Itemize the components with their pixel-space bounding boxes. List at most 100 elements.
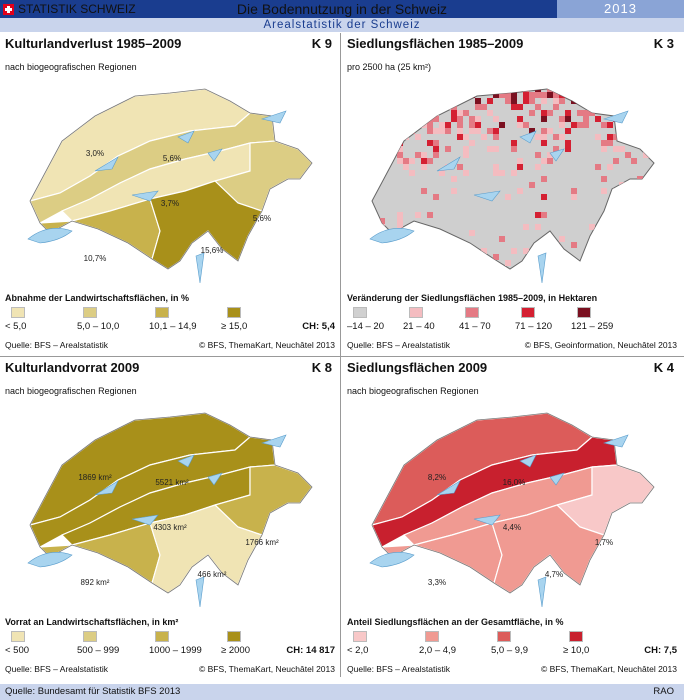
- grid-cell: [595, 104, 601, 110]
- grid-cell: [643, 152, 649, 158]
- legend-swatch: [409, 307, 423, 318]
- grid-cell: [523, 248, 529, 254]
- brand-label: STATISTIK SCHWEIZ: [18, 2, 136, 16]
- grid-cell: [433, 140, 439, 146]
- grid-cell: [613, 188, 619, 194]
- grid-cell: [655, 170, 661, 176]
- grid-cell: [613, 242, 619, 248]
- grid-cell: [553, 134, 559, 140]
- grid-cell: [469, 89, 475, 92]
- grid-cell: [601, 188, 607, 194]
- grid-cell: [397, 128, 403, 134]
- lake-shape: [207, 148, 223, 162]
- grid-cell: [457, 134, 463, 140]
- panel-title: Siedlungsflächen 1985–2009: [347, 36, 524, 51]
- grid-cell: [517, 188, 523, 194]
- grid-cell: [631, 98, 637, 104]
- grid-cell: [397, 122, 403, 128]
- grid-cell: [391, 92, 397, 98]
- grid-cell: [403, 116, 409, 122]
- grid-cell: [541, 98, 547, 104]
- grid-cell: [439, 170, 445, 176]
- grid-cell: [505, 260, 511, 266]
- panel-subtitle: nach biogeografischen Regionen: [347, 386, 479, 396]
- lake-shape: [195, 576, 205, 608]
- grid-cell: [433, 128, 439, 134]
- grid-cell: [469, 122, 475, 128]
- panel-code: K 8: [311, 360, 332, 375]
- grid-cell: [373, 146, 379, 152]
- grid-cell: [559, 89, 565, 92]
- grid-cell: [421, 158, 427, 164]
- grid-cell: [655, 116, 661, 122]
- grid-cell: [415, 110, 421, 116]
- grid-cell: [607, 134, 613, 140]
- grid-cell: [643, 110, 649, 116]
- grid-cell: [625, 152, 631, 158]
- grid-cell: [541, 212, 547, 218]
- legend-label: < 2,0: [347, 645, 369, 656]
- legend-label: 2,0 – 4,9: [419, 645, 456, 656]
- legend-label: 71 – 120: [515, 321, 552, 332]
- grid-cell: [625, 182, 631, 188]
- grid-cell: [463, 170, 469, 176]
- grid-cell: [397, 110, 403, 116]
- panel-credit: © BFS, Geoinformation, Neuchâtel 2013: [524, 340, 677, 350]
- grid-cell: [397, 104, 403, 110]
- lake-shape: [207, 472, 223, 486]
- panel-source: Quelle: BFS – Arealstatistik: [347, 664, 450, 674]
- grid-cell: [547, 110, 553, 116]
- legend-swatch: [11, 307, 25, 318]
- footer-bar: [0, 684, 684, 700]
- grid-cell: [541, 242, 547, 248]
- grid-cell: [643, 140, 649, 146]
- region-value-label-ostalpen: 1766 km²: [245, 538, 279, 547]
- grid-cell: [535, 104, 541, 110]
- region-value-label-westalpen: 3,3%: [428, 578, 446, 587]
- grid-cell: [511, 104, 517, 110]
- legend-label: 5,0 – 9,9: [491, 645, 528, 656]
- grid-cell: [427, 89, 433, 92]
- legend-title: Veränderung der Siedlungsflächen 1985–20…: [347, 293, 598, 303]
- grid-cell: [595, 260, 601, 266]
- panel-footer: Quelle: BFS – Arealstatistik © BFS, Them…: [347, 664, 677, 674]
- region-value-label-mittelland: 16,0%: [503, 478, 526, 487]
- grid-cell: [433, 230, 439, 236]
- grid-cell: [499, 92, 505, 98]
- grid-cell: [655, 146, 661, 152]
- grid-cell: [619, 212, 625, 218]
- grid-cell: [451, 110, 457, 116]
- grid-cell: [607, 140, 613, 146]
- grid-cell: [643, 98, 649, 104]
- grid-cell: [457, 128, 463, 134]
- grid-cell: [541, 92, 547, 98]
- panel-footer: Quelle: BFS – Arealstatistik © BFS, Them…: [5, 340, 335, 350]
- grid-cell: [535, 212, 541, 218]
- grid-cell: [643, 104, 649, 110]
- legend-label: 5,0 – 10,0: [77, 321, 120, 332]
- legend-swatch: [497, 631, 511, 642]
- panel-code: K 3: [653, 36, 674, 51]
- grid-cell: [499, 122, 505, 128]
- grid-cell: [487, 98, 493, 104]
- lake-shape: [519, 130, 537, 144]
- region-value-label-westalpen: 892 km²: [81, 578, 110, 587]
- grid-cell: [535, 134, 541, 140]
- grid-cell: [511, 98, 517, 104]
- grid-cell: [421, 164, 427, 170]
- grid-cell: [589, 104, 595, 110]
- grid-cell: [523, 92, 529, 98]
- legend-label: ≥ 15,0: [221, 321, 248, 332]
- grid-cell: [559, 254, 565, 260]
- grid-cell: [655, 140, 661, 146]
- region-value-label-suedalpen: 4,7%: [545, 570, 563, 579]
- grid-cell: [415, 104, 421, 110]
- lake-shape: [260, 434, 287, 448]
- grid-cell: [391, 134, 397, 140]
- region-value-label-nordalpen: 4,4%: [503, 523, 521, 532]
- legend-swatch: [155, 631, 169, 642]
- divider-vertical: [340, 33, 341, 677]
- grid-cell: [499, 170, 505, 176]
- grid-cell: [409, 158, 415, 164]
- grid-cell: [385, 110, 391, 116]
